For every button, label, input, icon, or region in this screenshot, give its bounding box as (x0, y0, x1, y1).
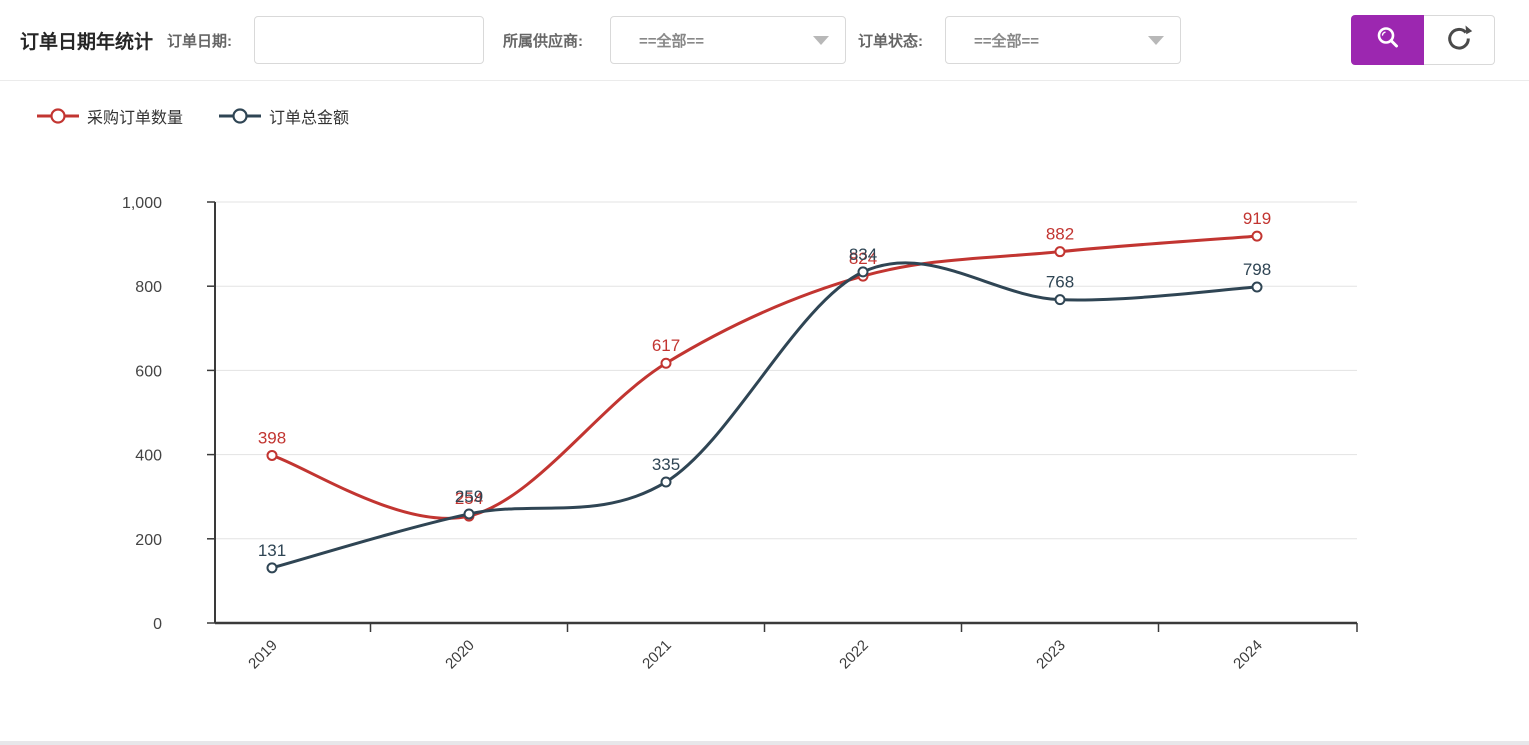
svg-text:200: 200 (135, 532, 162, 549)
svg-text:2019: 2019 (245, 637, 281, 673)
legend-item-series1[interactable]: 采购订单数量 (37, 104, 183, 128)
svg-text:768: 768 (1046, 273, 1074, 292)
svg-text:2020: 2020 (442, 637, 478, 673)
status-select[interactable]: ==全部== (945, 16, 1182, 64)
svg-text:335: 335 (652, 455, 680, 474)
toolbar-buttons (1351, 15, 1495, 65)
magnifier-icon (1374, 24, 1402, 57)
legend-item-series2[interactable]: 订单总金额 (219, 104, 349, 128)
refresh-button[interactable] (1424, 15, 1495, 65)
svg-text:600: 600 (135, 363, 162, 380)
svg-text:2022: 2022 (836, 637, 872, 673)
legend-label: 订单总金额 (269, 110, 350, 127)
order-date-input[interactable] (254, 16, 485, 64)
status-select-value: ==全部== (974, 32, 1040, 50)
svg-text:131: 131 (258, 541, 286, 560)
orders-by-year-line-chart[interactable]: 0 200 400 600 800 1,000 2019 2020 2021 2022 2023 20… (0, 150, 1529, 710)
bottom-edge (0, 741, 1529, 745)
svg-text:798: 798 (1243, 260, 1271, 279)
supplier-label: 所属供应商: (503, 32, 584, 50)
legend-label: 采购订单数量 (87, 110, 184, 127)
svg-text:2021: 2021 (639, 637, 675, 673)
order-date-label: 订单日期: (167, 32, 233, 50)
svg-text:834: 834 (849, 245, 877, 264)
svg-text:882: 882 (1046, 225, 1074, 244)
chevron-down-icon (813, 35, 830, 45)
svg-text:400: 400 (135, 448, 162, 465)
svg-text:0: 0 (153, 616, 162, 633)
filter-toolbar: 订单日期年统计 订单日期: 所属供应商: ==全部== 订单状态: ==全部== (0, 0, 1529, 81)
legend-line-circle-icon (219, 108, 262, 124)
legend-line-circle-icon (37, 108, 79, 124)
page-title: 订单日期年统计 (20, 31, 154, 53)
svg-text:824: 824 (849, 249, 877, 268)
search-button[interactable] (1351, 15, 1424, 65)
svg-text:259: 259 (455, 487, 483, 506)
chevron-down-icon (1148, 35, 1165, 45)
svg-text:2023: 2023 (1033, 637, 1069, 673)
svg-text:617: 617 (652, 336, 680, 355)
supplier-select-value: ==全部== (639, 32, 705, 50)
svg-text:398: 398 (258, 428, 286, 447)
svg-text:2024: 2024 (1230, 637, 1266, 673)
chart-area: 0 200 400 600 800 1,000 2019 2020 2021 2022 2023 20… (0, 150, 1529, 710)
svg-text:919: 919 (1243, 209, 1271, 228)
supplier-select[interactable]: ==全部== (610, 16, 847, 64)
svg-text:254: 254 (455, 489, 483, 508)
refresh-icon (1444, 23, 1474, 58)
status-label: 订单状态: (858, 32, 924, 50)
chart-legend: 采购订单数量 订单总金额 (37, 104, 1529, 128)
svg-text:800: 800 (135, 279, 162, 296)
svg-text:1,000: 1,000 (122, 195, 162, 212)
